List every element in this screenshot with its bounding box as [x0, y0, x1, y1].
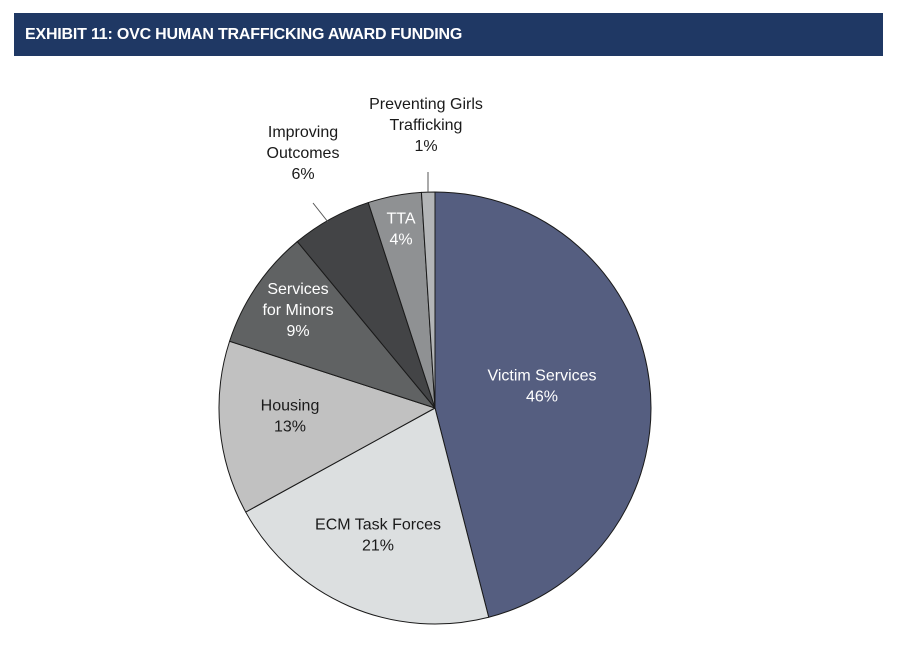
slice-percent-tta: 4% [389, 232, 412, 249]
pie-slice-housing [218, 340, 436, 513]
slice-label-line-preventing-girls-trafficking: Preventing Girls [369, 96, 483, 113]
pie-slices [218, 191, 652, 625]
slice-label-preventing-girls-trafficking: Preventing Girls Trafficking 1% [369, 96, 483, 155]
slice-label-line-services-for-minors: for Minors [262, 302, 333, 319]
slice-label-line-tta: TTA [386, 211, 415, 228]
slice-percent-ecm-task-forces: 21% [362, 538, 394, 555]
slice-percent-preventing-girls-trafficking: 1% [414, 138, 437, 155]
leader-line-improving-outcomes [312, 202, 329, 223]
slice-label-line-improving-outcomes: Improving [268, 124, 338, 141]
leader-lines [312, 172, 429, 223]
pie-slice-services-for-minors [229, 241, 436, 409]
slice-label-line-ecm-task-forces: ECM Task Forces [315, 517, 441, 534]
slice-label-line-preventing-girls-trafficking: Trafficking [390, 117, 463, 134]
slice-percent-services-for-minors: 9% [286, 323, 309, 340]
slice-label-line-improving-outcomes: Outcomes [267, 145, 340, 162]
exhibit-header-bar: EXHIBIT 11: OVC HUMAN TRAFFICKING AWARD … [14, 13, 883, 56]
slice-label-line-services-for-minors: Services [267, 281, 328, 298]
slice-label-improving-outcomes: Improving Outcomes 6% [267, 124, 340, 183]
slice-label-tta: TTA 4% [386, 211, 415, 249]
slice-label-line-victim-services: Victim Services [487, 368, 596, 385]
slice-percent-improving-outcomes: 6% [291, 166, 314, 183]
pie-slice-ecm-task-forces [245, 407, 490, 625]
slice-label-ecm-task-forces: ECM Task Forces 21% [315, 517, 441, 555]
exhibit-title: EXHIBIT 11: OVC HUMAN TRAFFICKING AWARD … [25, 25, 463, 43]
slice-label-victim-services: Victim Services 46% [487, 368, 596, 406]
slice-percent-victim-services: 46% [526, 389, 558, 406]
slice-label-line-housing: Housing [261, 398, 320, 415]
pie-slice-victim-services [434, 191, 652, 618]
slice-label-services-for-minors: Services for Minors 9% [262, 281, 333, 340]
slice-label-housing: Housing 13% [261, 398, 320, 436]
slice-percent-housing: 13% [274, 419, 306, 436]
slice-labels: Victim Services 46% ECM Task Forces 21% Hous… [261, 96, 597, 555]
